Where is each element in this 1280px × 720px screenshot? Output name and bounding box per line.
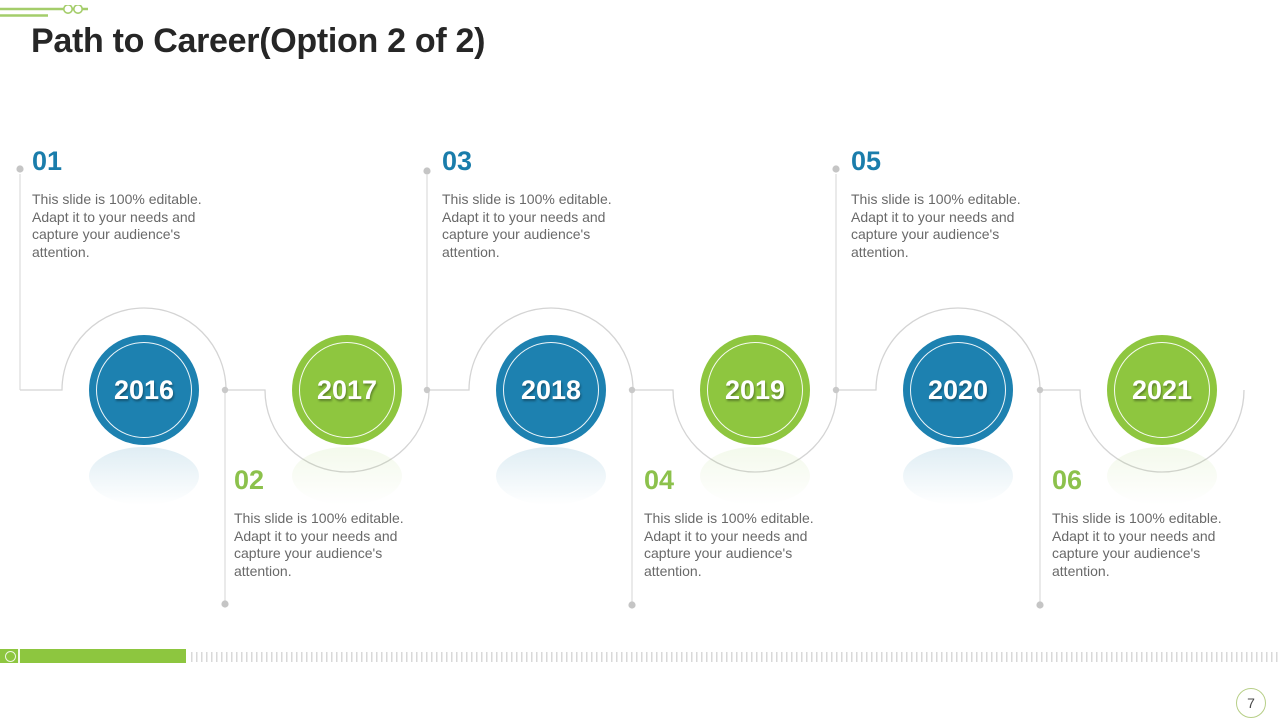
step-text: This slide is 100% editable. Adapt it to… [442,191,612,260]
timeline-dot [1036,601,1044,609]
step-number: 02 [234,465,265,495]
deco-ring-icon [73,5,83,14]
timeline-dot [832,165,840,173]
circle-reflection [700,447,810,505]
year-circle-2016: 2016 [89,335,199,445]
circle-reflection [292,447,402,505]
step-number: 05 [851,146,882,176]
step-number: 06 [1052,465,1083,495]
circle-inner-ring [503,342,599,438]
year-circle-2017: 2017 [292,335,402,445]
year-label: 2018 [520,374,582,405]
circle-inner-ring [1114,342,1210,438]
year-label: 2020 [927,374,989,405]
circle-inner-ring [910,342,1006,438]
year-label: 2021 [1131,374,1193,405]
step-text: This slide is 100% editable. Adapt it to… [644,510,814,579]
circle-reflection [903,447,1013,505]
step-block-03: 03 This slide is 100% editable. Adapt it… [442,148,632,261]
circle-reflection [496,447,606,505]
year-circle-2021: 2021 [1107,335,1217,445]
year-circle-2020: 2020 [903,335,1013,445]
step-text: This slide is 100% editable. Adapt it to… [234,510,404,579]
slide-title: Path to Career(Option 2 of 2) [31,22,486,60]
circle-reflection [1107,447,1217,505]
step-block-06: 06 This slide is 100% editable. Adapt it… [1052,467,1242,580]
step-text: This slide is 100% editable. Adapt it to… [32,191,202,260]
ruler-ticks [191,652,1278,662]
timeline-junction-dot [221,386,229,394]
step-block-02: 02 This slide is 100% editable. Adapt it… [234,467,424,580]
slide-progress-bar [0,645,186,667]
step-number: 03 [442,146,473,176]
year-label: 2019 [724,374,786,405]
timeline-junction-dot [832,386,840,394]
progress-knob-icon [5,651,16,662]
timeline-junction-dot [1036,386,1044,394]
page-number-badge: 7 [1236,688,1266,718]
year-circle-2018: 2018 [496,335,606,445]
step-text: This slide is 100% editable. Adapt it to… [1052,510,1222,579]
header-decoration [0,5,88,17]
progress-marker-line [18,645,20,667]
circle-inner-ring [299,342,395,438]
step-block-01: 01 This slide is 100% editable. Adapt it… [32,148,222,261]
step-text: This slide is 100% editable. Adapt it to… [851,191,1021,260]
circle-inner-ring [96,342,192,438]
step-number: 01 [32,146,63,176]
step-block-05: 05 This slide is 100% editable. Adapt it… [851,148,1041,261]
circle-reflection [89,447,199,505]
step-block-04: 04 This slide is 100% editable. Adapt it… [644,467,834,580]
year-label: 2016 [113,374,175,405]
circle-inner-ring [707,342,803,438]
timeline-dot [16,165,24,173]
timeline-junction-dot [628,386,636,394]
timeline-dot [423,167,431,175]
timeline-junction-dot [423,386,431,394]
timeline-dot [628,601,636,609]
step-number: 04 [644,465,675,495]
year-label: 2017 [316,374,378,405]
year-circle-2019: 2019 [700,335,810,445]
deco-ring-icon [63,5,73,14]
timeline-dot [221,600,229,608]
